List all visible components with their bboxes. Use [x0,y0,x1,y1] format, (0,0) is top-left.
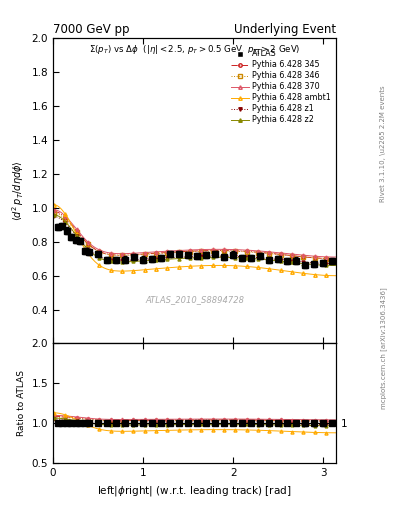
Y-axis label: $\langle d^2\,p_T/d\eta d\phi\rangle$: $\langle d^2\,p_T/d\eta d\phi\rangle$ [10,161,26,221]
Y-axis label: Ratio to ATLAS: Ratio to ATLAS [17,370,26,436]
Text: ATLAS_2010_S8894728: ATLAS_2010_S8894728 [145,295,244,304]
Text: $\Sigma(p_T)$ vs $\Delta\phi$  ($|\eta| < 2.5$, $p_T > 0.5$ GeV, $p_{T_1} > 2$ G: $\Sigma(p_T)$ vs $\Delta\phi$ ($|\eta| <… [89,43,300,56]
Text: 7000 GeV pp: 7000 GeV pp [53,23,130,35]
Text: Rivet 3.1.10, \u2265 2.2M events: Rivet 3.1.10, \u2265 2.2M events [380,85,386,202]
X-axis label: left$|\phi$right$|$ (w.r.t. leading track) [rad]: left$|\phi$right$|$ (w.r.t. leading trac… [97,484,292,498]
Legend: ATLAS, Pythia 6.428 345, Pythia 6.428 346, Pythia 6.428 370, Pythia 6.428 ambt1,: ATLAS, Pythia 6.428 345, Pythia 6.428 34… [228,46,334,127]
Text: Underlying Event: Underlying Event [234,23,336,35]
Text: mcplots.cern.ch [arXiv:1306.3436]: mcplots.cern.ch [arXiv:1306.3436] [380,287,387,409]
